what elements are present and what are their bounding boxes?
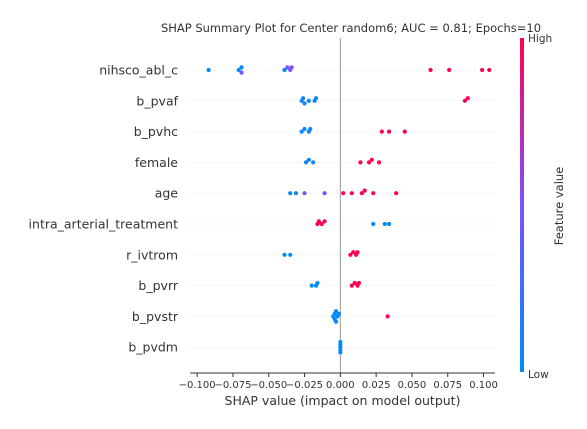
colorbar-low-label: Low — [528, 369, 549, 381]
data-point — [306, 157, 311, 162]
data-point — [341, 191, 346, 196]
data-points — [206, 65, 492, 355]
data-point — [293, 191, 299, 196]
data-point — [316, 219, 321, 224]
row-gridlines — [190, 69, 495, 348]
data-point — [322, 219, 327, 224]
x-tick-label: 0.100 — [469, 380, 498, 391]
data-point — [338, 350, 343, 355]
feature-label: b_pvstr — [132, 309, 179, 324]
data-point — [288, 252, 293, 257]
data-point — [309, 283, 314, 288]
data-point — [288, 191, 293, 196]
data-point — [313, 96, 319, 101]
data-point — [352, 280, 357, 286]
data-point — [302, 101, 307, 106]
x-axis-label: SHAP value (impact on model output) — [225, 393, 461, 408]
feature-label: b_pvdm — [128, 340, 178, 355]
feature-label: b_pvaf — [136, 93, 178, 108]
data-point — [362, 188, 367, 193]
data-point — [376, 160, 382, 165]
data-point — [333, 319, 339, 324]
data-point — [338, 339, 343, 345]
data-point — [351, 250, 356, 255]
colorbar-high-label: High — [528, 33, 552, 45]
data-point — [379, 129, 384, 134]
data-point — [206, 67, 211, 73]
data-point — [299, 129, 304, 134]
data-point — [308, 126, 313, 132]
data-point — [301, 96, 306, 101]
data-point — [447, 67, 452, 73]
data-point — [336, 311, 342, 316]
data-point — [480, 67, 485, 73]
data-point — [303, 160, 309, 165]
feature-label: intra_arterial_treatment — [29, 217, 179, 232]
feature-label: b_pvhc — [134, 124, 178, 139]
data-point — [302, 126, 307, 132]
data-point — [285, 65, 290, 70]
data-point — [371, 221, 376, 227]
feature-label: nihsco_abl_c — [99, 63, 178, 78]
x-tick-label: 0.025 — [362, 380, 391, 391]
data-point — [382, 221, 387, 227]
data-point — [366, 160, 372, 165]
data-point — [311, 160, 316, 165]
data-point — [369, 157, 374, 162]
data-point — [462, 98, 468, 103]
data-point — [319, 221, 324, 227]
data-point — [289, 65, 294, 70]
feature-label: female — [135, 155, 178, 170]
x-tick-label: 0.075 — [433, 380, 462, 391]
feature-label: r_ivtrom — [126, 247, 178, 262]
data-point — [282, 252, 287, 257]
data-point — [236, 67, 241, 73]
data-point — [306, 98, 311, 103]
data-point — [359, 191, 364, 196]
data-point — [302, 191, 307, 196]
data-point — [282, 67, 287, 73]
data-point — [349, 283, 354, 288]
data-point — [385, 314, 390, 319]
data-point — [239, 65, 244, 70]
data-point — [322, 191, 327, 196]
x-tick-label: 0.000 — [326, 380, 355, 391]
data-point — [487, 67, 492, 73]
data-point — [348, 252, 353, 257]
data-point — [386, 129, 392, 134]
colorbar — [520, 38, 524, 372]
data-point — [239, 70, 244, 75]
data-point — [349, 191, 354, 196]
data-point — [355, 250, 360, 255]
data-point — [371, 191, 376, 196]
x-tick-label: −0.050 — [250, 380, 287, 391]
data-point — [386, 221, 392, 227]
data-point — [356, 280, 362, 286]
x-tick-label: −0.075 — [214, 380, 251, 391]
data-point — [315, 280, 320, 286]
x-tick-label: 0.050 — [398, 380, 427, 391]
feature-label: age — [155, 186, 179, 201]
colorbar-title: Feature value — [552, 167, 566, 246]
data-point — [402, 129, 407, 134]
chart-title: SHAP Summary Plot for Center random6; AU… — [161, 21, 541, 35]
x-tick-label: −0.100 — [179, 380, 216, 391]
data-point — [465, 96, 470, 101]
x-axis-ticks: −0.100−0.075−0.050−0.025 0.000 0.025 0.050 0… — [179, 373, 498, 391]
x-tick-label: −0.025 — [286, 380, 323, 391]
data-point — [428, 67, 433, 73]
data-point — [358, 160, 363, 165]
data-point — [333, 309, 339, 314]
data-point — [394, 191, 399, 196]
feature-label: b_pvrr — [138, 278, 178, 293]
